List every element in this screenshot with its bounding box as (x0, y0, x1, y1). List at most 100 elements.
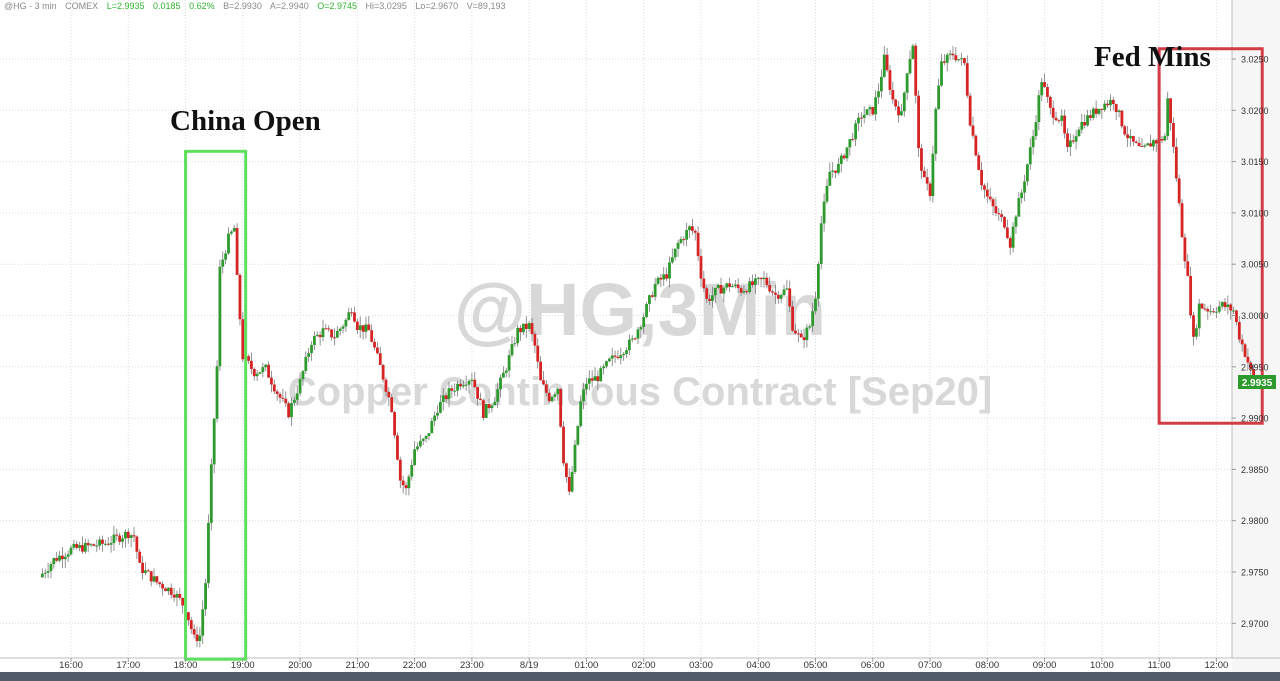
candle-down (149, 571, 153, 582)
candle-down (1235, 310, 1238, 323)
candle-up (553, 394, 557, 397)
candle-up (716, 284, 720, 288)
candle-up (711, 295, 714, 301)
candle-down (942, 61, 946, 63)
candle-down (1192, 315, 1195, 337)
candle-down (567, 476, 571, 492)
candle-down (267, 364, 270, 378)
candle-down (361, 325, 365, 332)
candle-down (796, 333, 800, 335)
candle-down (1083, 121, 1087, 126)
candle-up (688, 226, 691, 230)
candle-down (92, 544, 96, 546)
quote-high: Hi=3.0295 (365, 1, 407, 11)
candle-up (204, 583, 207, 610)
candle-down (350, 312, 354, 314)
candle-down (172, 594, 176, 598)
candle-up (653, 283, 657, 297)
candle-up (1037, 95, 1041, 123)
candle-up (52, 558, 56, 565)
x-tick-label: 17:00 (116, 660, 140, 671)
candle-down (774, 292, 777, 295)
y-tick-label: 2.9800 (1241, 516, 1269, 526)
candle-down (1180, 203, 1184, 238)
candle-down (971, 125, 975, 136)
candle-up (1209, 311, 1213, 313)
candle-up (848, 139, 852, 148)
candle-up (639, 327, 643, 330)
candle-down (1106, 103, 1109, 106)
candle-up (364, 324, 368, 332)
candle-up (496, 389, 500, 402)
candle-up (948, 53, 952, 55)
candle-down (1174, 146, 1178, 179)
candle-up (673, 248, 677, 258)
candle-up (570, 471, 574, 492)
x-tick-label: 07:00 (918, 660, 942, 671)
candle-down (951, 53, 955, 56)
candle-up (839, 155, 843, 164)
candle-up (207, 522, 210, 584)
candle-up (579, 401, 583, 426)
candle-down (719, 284, 723, 294)
candle-up (424, 435, 428, 439)
candle-up (221, 259, 225, 267)
candle-down (920, 148, 923, 171)
candle-down (562, 426, 565, 464)
candle-down (771, 291, 774, 293)
candle-up (421, 438, 425, 441)
x-tick-label: 10:00 (1090, 660, 1114, 671)
candle-down (690, 226, 694, 231)
candle-down (1186, 261, 1190, 276)
y-tick-label: 3.0050 (1241, 260, 1269, 270)
candle-up (756, 277, 760, 279)
candle-up (307, 353, 311, 357)
candle-up (605, 361, 608, 367)
candle-up (304, 356, 308, 372)
candle-up (335, 331, 339, 338)
candle-down (169, 587, 173, 595)
candle-down (189, 620, 193, 630)
candle-up (341, 326, 345, 329)
candle-down (544, 384, 548, 393)
candle-up (837, 163, 840, 173)
candle-down (917, 95, 920, 149)
candle-down (768, 284, 772, 292)
candle-down (696, 232, 700, 257)
candle-up (456, 383, 459, 391)
candle-up (264, 364, 268, 368)
candle-up (960, 58, 963, 60)
x-tick-label: 16:00 (59, 660, 83, 671)
candle-down (736, 284, 740, 289)
candle-down (398, 459, 402, 481)
candle-up (857, 117, 860, 124)
candle-up (1026, 164, 1029, 182)
candle-down (473, 379, 477, 388)
candle-down (533, 333, 537, 346)
candle-up (1080, 121, 1084, 130)
quote-change: 0.0185 (153, 1, 181, 11)
candle-down (1094, 108, 1098, 114)
candle-down (378, 353, 382, 365)
candle-up (900, 111, 903, 116)
china-open-label: China Open (170, 105, 321, 137)
candle-down (925, 177, 929, 184)
candle-up (229, 231, 233, 234)
candle-up (1215, 311, 1218, 313)
candle-down (281, 397, 285, 399)
candle-down (922, 170, 926, 178)
candle-down (547, 392, 551, 402)
candle-up (656, 277, 660, 284)
candle-up (493, 401, 497, 406)
candle-up (46, 570, 50, 573)
candle-up (748, 281, 752, 293)
candle-down (192, 629, 196, 635)
bottom-bar (0, 672, 1280, 681)
candle-down (888, 70, 892, 90)
candle-up (1220, 302, 1224, 307)
candle-down (834, 170, 837, 173)
candle-up (484, 404, 488, 418)
highlight-regions (184, 47, 1264, 661)
candle-up (911, 45, 915, 60)
